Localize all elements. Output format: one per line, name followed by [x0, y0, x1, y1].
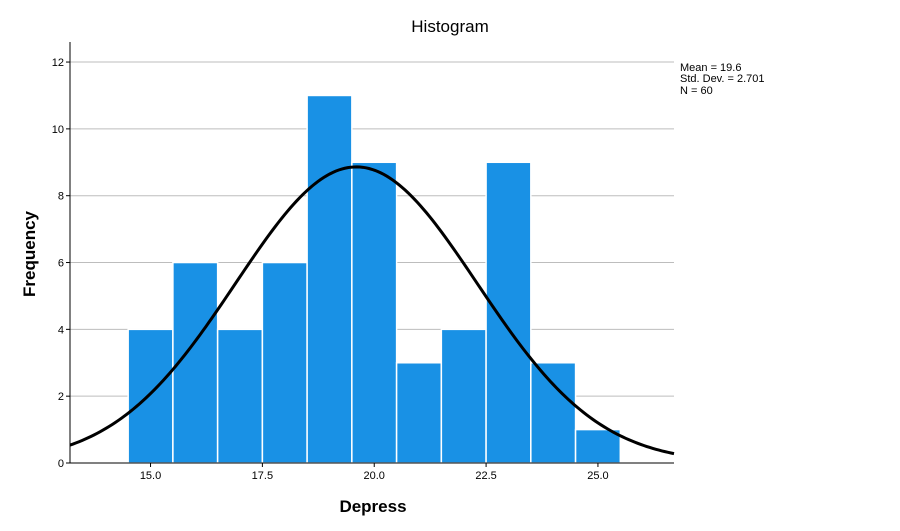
- stat-mean: Mean = 19.6: [680, 62, 741, 74]
- x-axis-label: Depress: [339, 497, 406, 516]
- y-tick-label: 10: [52, 124, 64, 136]
- y-tick-label: 6: [58, 258, 64, 270]
- x-tick-label: 20.0: [364, 470, 385, 482]
- y-tick-label: 0: [58, 458, 64, 470]
- bar-7: [395, 362, 443, 464]
- bar-10: [530, 362, 577, 464]
- y-axis-label: Frequency: [20, 210, 39, 297]
- y-tick-label: 4: [58, 324, 64, 336]
- y-tick-label: 2: [58, 391, 64, 403]
- y-tick-labels: 0 2 4 6 8 10 12: [52, 57, 70, 470]
- x-tick-label: 15.0: [140, 470, 161, 482]
- x-tick-label: 25.0: [587, 470, 608, 482]
- bar-3: [216, 328, 264, 464]
- stat-std-dev: Std. Dev. = 2.701: [680, 73, 765, 85]
- bar-6: [351, 161, 398, 464]
- chart-title: Histogram: [411, 17, 488, 36]
- histogram-bars: [127, 94, 622, 464]
- y-tick-label: 8: [58, 191, 64, 203]
- bar-5: [306, 94, 353, 464]
- x-tick-label: 17.5: [252, 470, 273, 482]
- stats-box: Mean = 19.6 Std. Dev. = 2.701 N = 60: [680, 62, 765, 97]
- y-tick-label: 12: [52, 57, 64, 69]
- bar-8: [440, 328, 487, 464]
- bar-9: [485, 161, 532, 464]
- x-tick-labels: 15.0 17.5 20.0 22.5 25.0: [140, 463, 609, 482]
- normal-curve: [69, 165, 675, 456]
- bar-11: [574, 428, 622, 464]
- x-tick-label: 22.5: [475, 470, 496, 482]
- bar-4: [261, 261, 308, 464]
- bar-1: [127, 328, 174, 464]
- stat-n: N = 60: [680, 85, 713, 97]
- axes: [69, 42, 674, 464]
